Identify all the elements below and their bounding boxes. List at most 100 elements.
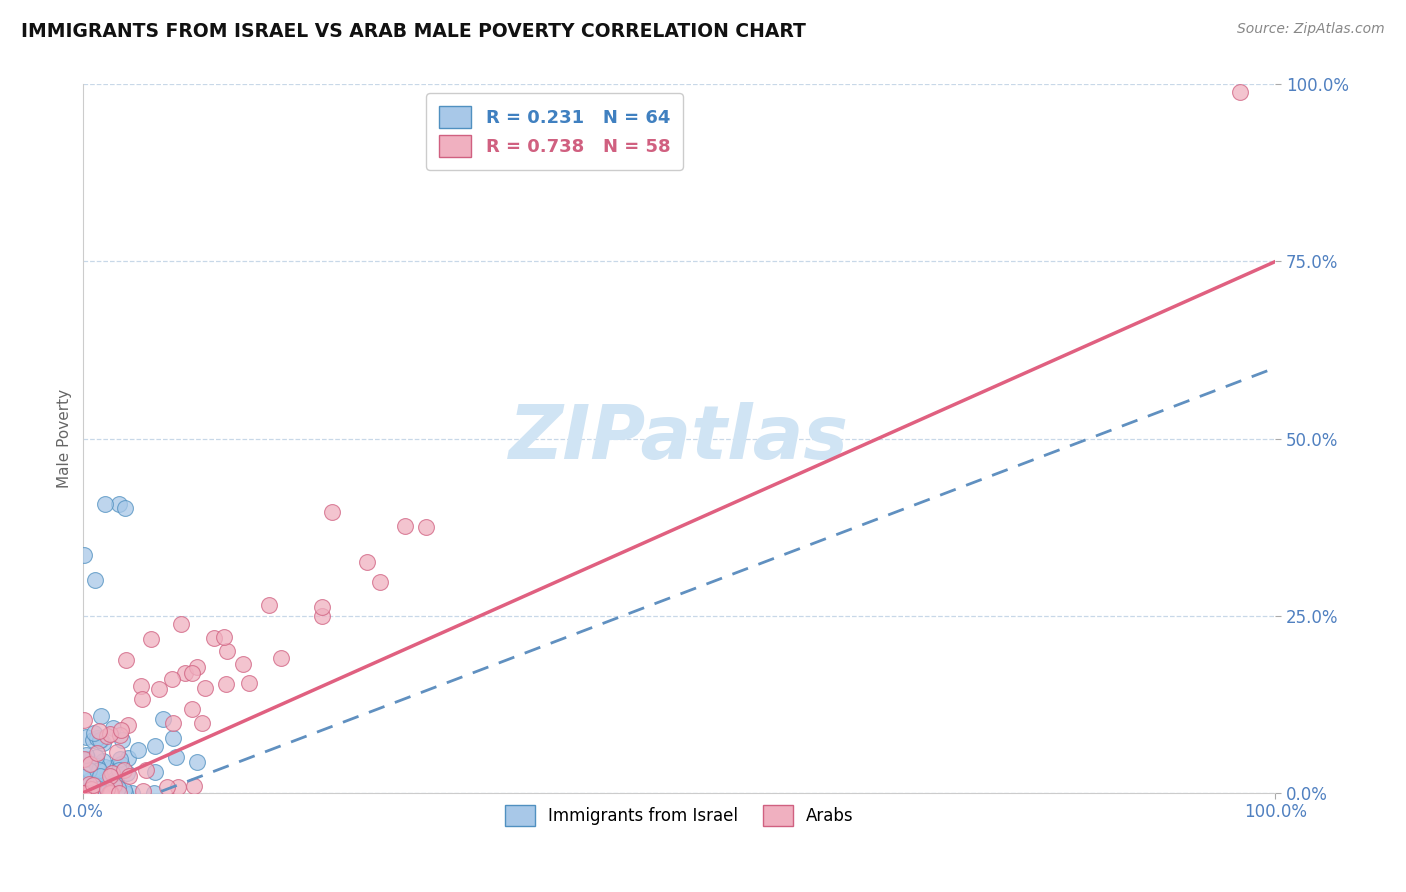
- Point: [73, 784, 96, 798]
- Point: [75, 730, 97, 744]
- Point: [165, 750, 187, 764]
- Point: [143, 765, 166, 780]
- Point: [108, 728, 131, 742]
- Point: [89, 776, 111, 790]
- Point: [89, 782, 111, 797]
- Point: [110, 723, 132, 737]
- Legend: Immigrants from Israel, Arabs: Immigrants from Israel, Arabs: [496, 797, 862, 834]
- Point: [156, 780, 179, 794]
- Point: [89, 733, 111, 747]
- Point: [96, 730, 118, 744]
- Point: [160, 672, 183, 686]
- Point: [112, 763, 135, 777]
- Point: [83, 573, 105, 587]
- Point: [98, 786, 121, 800]
- Point: [86, 786, 108, 800]
- Point: [121, 786, 143, 800]
- Point: [162, 716, 184, 731]
- Point: [86, 731, 108, 745]
- Point: [86, 759, 108, 773]
- Point: [129, 679, 152, 693]
- Point: [356, 555, 378, 569]
- Point: [84, 750, 107, 764]
- Point: [311, 609, 333, 624]
- Point: [91, 754, 114, 768]
- Point: [100, 761, 122, 775]
- Point: [89, 763, 111, 777]
- Point: [79, 773, 101, 788]
- Point: [103, 778, 125, 792]
- Point: [98, 769, 121, 783]
- Point: [117, 718, 139, 732]
- Point: [100, 786, 122, 800]
- Point: [89, 769, 111, 783]
- Point: [174, 665, 197, 680]
- Point: [93, 736, 115, 750]
- Point: [96, 782, 118, 797]
- Point: [135, 763, 157, 777]
- Point: [76, 786, 98, 800]
- Point: [93, 775, 115, 789]
- Point: [321, 505, 343, 519]
- Point: [105, 774, 128, 789]
- Point: [142, 786, 165, 800]
- Text: IMMIGRANTS FROM ISRAEL VS ARAB MALE POVERTY CORRELATION CHART: IMMIGRANTS FROM ISRAEL VS ARAB MALE POVE…: [21, 22, 806, 41]
- Point: [82, 733, 104, 747]
- Point: [232, 657, 254, 671]
- Point: [115, 766, 138, 780]
- Point: [94, 760, 117, 774]
- Point: [180, 702, 202, 716]
- Point: [103, 721, 125, 735]
- Text: Source: ZipAtlas.com: Source: ZipAtlas.com: [1237, 22, 1385, 37]
- Point: [98, 727, 121, 741]
- Point: [73, 751, 96, 765]
- Point: [72, 770, 94, 784]
- Point: [72, 548, 94, 562]
- Point: [162, 731, 184, 746]
- Point: [257, 598, 280, 612]
- Point: [214, 630, 236, 644]
- Point: [1229, 85, 1251, 99]
- Y-axis label: Male Poverty: Male Poverty: [58, 389, 72, 488]
- Point: [114, 786, 136, 800]
- Point: [82, 786, 104, 800]
- Point: [132, 784, 155, 798]
- Point: [90, 709, 112, 723]
- Point: [215, 644, 238, 658]
- Point: [112, 782, 135, 797]
- Point: [118, 769, 141, 783]
- Point: [94, 786, 117, 800]
- Point: [143, 739, 166, 753]
- Point: [108, 786, 131, 800]
- Point: [104, 779, 127, 793]
- Point: [114, 653, 136, 667]
- Point: [194, 681, 217, 695]
- Point: [75, 786, 97, 800]
- Point: [75, 786, 97, 800]
- Text: ZIPatlas: ZIPatlas: [509, 402, 849, 475]
- Point: [186, 756, 208, 770]
- Point: [108, 751, 131, 765]
- Point: [127, 743, 149, 757]
- Point: [107, 763, 129, 777]
- Point: [90, 786, 112, 800]
- Point: [76, 752, 98, 766]
- Point: [83, 726, 105, 740]
- Point: [90, 732, 112, 747]
- Point: [110, 733, 132, 747]
- Point: [148, 682, 170, 697]
- Point: [131, 691, 153, 706]
- Point: [270, 651, 292, 665]
- Point: [73, 786, 96, 800]
- Point: [83, 777, 105, 791]
- Point: [96, 786, 118, 800]
- Point: [82, 777, 104, 791]
- Point: [311, 600, 333, 615]
- Point: [107, 497, 129, 511]
- Point: [87, 724, 110, 739]
- Point: [114, 500, 136, 515]
- Point: [170, 617, 193, 632]
- Point: [86, 782, 108, 797]
- Point: [79, 786, 101, 800]
- Point: [86, 746, 108, 760]
